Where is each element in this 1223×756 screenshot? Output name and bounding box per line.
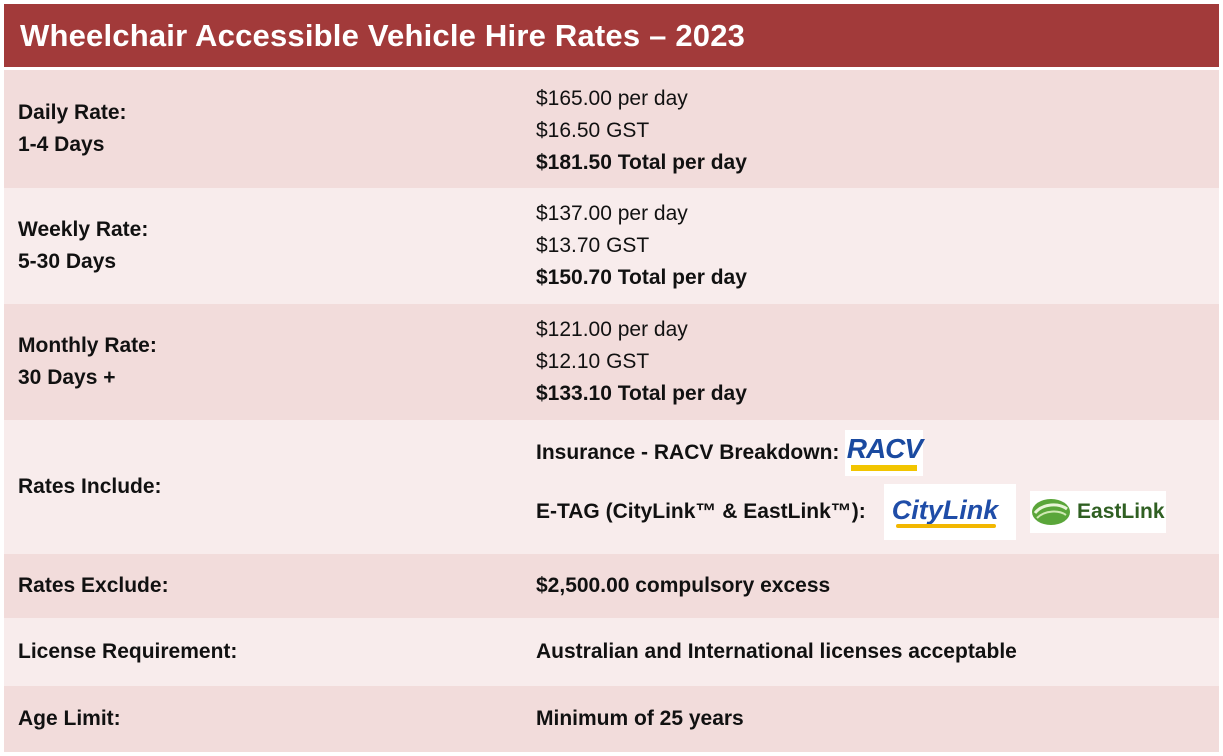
excludes-value: $2,500.00 compulsory excess	[536, 574, 831, 597]
table-row-monthly: Monthly Rate: 30 Days + $121.00 per day …	[4, 304, 1219, 420]
row-value: $165.00 per day $16.50 GST $181.50 Total…	[536, 70, 1219, 188]
insurance-text: Insurance - RACV Breakdown:	[536, 441, 840, 464]
row-label: Rates Include:	[4, 420, 536, 554]
etag-text: E-TAG (CityLink™ & EastLink™):	[536, 500, 866, 523]
license-label: License Requirement:	[18, 640, 238, 663]
rate-name: Daily Rate:	[18, 101, 127, 124]
rate-duration: 5-30 Days	[18, 250, 117, 273]
eastlink-logo: EastLink	[1029, 491, 1166, 533]
row-label: Age Limit:	[4, 686, 536, 752]
rate-duration: 1-4 Days	[18, 133, 105, 156]
table-row-age: Age Limit: Minimum of 25 years	[4, 686, 1219, 752]
rate-price: $121.00 per day	[536, 318, 688, 341]
rate-duration: 30 Days +	[18, 366, 116, 389]
table-row-daily: Daily Rate: 1-4 Days $165.00 per day $16…	[4, 70, 1219, 188]
racv-logo-text: RACV	[846, 433, 923, 464]
rate-total: $181.50 Total per day	[536, 151, 747, 174]
citylink-swoosh-icon	[895, 524, 996, 528]
rate-gst: $12.10 GST	[536, 350, 650, 373]
citylink-logo-text: CityLink	[891, 495, 999, 525]
page-title: Wheelchair Accessible Vehicle Hire Rates…	[4, 4, 1219, 70]
rate-name: Monthly Rate:	[18, 334, 157, 357]
eastlink-swoosh-icon	[1032, 499, 1071, 525]
insurance-line: Insurance - RACV Breakdown: RACV	[536, 430, 924, 476]
rate-total: $133.10 Total per day	[536, 382, 747, 405]
table-row-excludes: Rates Exclude: $2,500.00 compulsory exce…	[4, 554, 1219, 618]
rates-table: Wheelchair Accessible Vehicle Hire Rates…	[4, 4, 1219, 752]
rate-price: $137.00 per day	[536, 202, 688, 225]
row-label: Monthly Rate: 30 Days +	[4, 304, 536, 420]
rate-gst: $13.70 GST	[536, 234, 650, 257]
row-label: Daily Rate: 1-4 Days	[4, 70, 536, 188]
row-value: $137.00 per day $13.70 GST $150.70 Total…	[536, 188, 1219, 304]
citylink-logo: CityLink	[883, 484, 1016, 540]
eastlink-logo-text: EastLink	[1077, 500, 1165, 523]
age-label: Age Limit:	[18, 707, 121, 730]
row-value: $121.00 per day $12.10 GST $133.10 Total…	[536, 304, 1219, 420]
etag-line: E-TAG (CityLink™ & EastLink™): CityLink …	[536, 484, 1166, 540]
rate-total: $150.70 Total per day	[536, 266, 747, 289]
rate-gst: $16.50 GST	[536, 119, 650, 142]
rate-price: $165.00 per day	[536, 87, 688, 110]
includes-label: Rates Include:	[18, 475, 162, 498]
row-label: Weekly Rate: 5-30 Days	[4, 188, 536, 304]
row-label: Rates Exclude:	[4, 554, 536, 618]
table-row-includes: Rates Include: Insurance - RACV Breakdow…	[4, 420, 1219, 554]
racv-logo: RACV	[845, 430, 924, 476]
license-value: Australian and International licenses ac…	[536, 640, 1017, 663]
rate-name: Weekly Rate:	[18, 218, 149, 241]
racv-stripe-icon	[851, 465, 918, 471]
age-value: Minimum of 25 years	[536, 707, 744, 730]
row-label: License Requirement:	[4, 618, 536, 686]
excludes-label: Rates Exclude:	[18, 574, 169, 597]
table-row-license: License Requirement: Australian and Inte…	[4, 618, 1219, 686]
table-row-weekly: Weekly Rate: 5-30 Days $137.00 per day $…	[4, 188, 1219, 304]
